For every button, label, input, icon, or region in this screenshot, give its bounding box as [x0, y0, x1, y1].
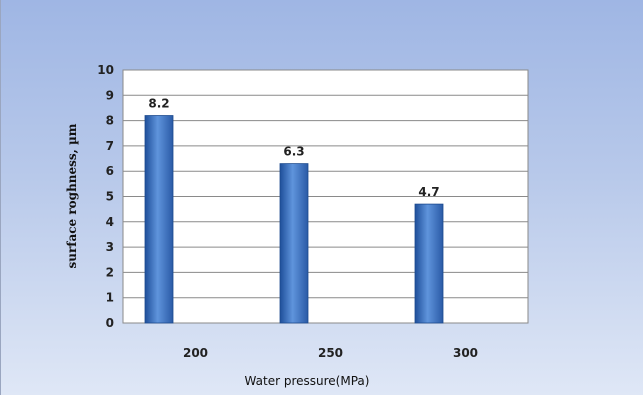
x-tick-labels: 200 250 300	[183, 346, 478, 360]
y-tick-label: 3	[106, 240, 114, 254]
x-axis-title: Water pressure(MPa)	[245, 374, 370, 388]
gridlines	[123, 69, 528, 299]
x-tick-label-250: 250	[318, 346, 343, 360]
y-tick-label: 2	[106, 265, 114, 279]
y-tick-label: 8	[106, 114, 114, 128]
x-tick-label-200: 200	[183, 346, 208, 360]
y-axis-title: surface roghness, µm	[65, 123, 79, 268]
y-tick-label: 10	[97, 63, 114, 77]
data-label-200: 8.2	[148, 97, 169, 111]
bar-200	[144, 115, 174, 324]
y-tick-label: 0	[106, 316, 114, 330]
y-tick-label: 9	[106, 88, 114, 102]
x-tick-label-300: 300	[453, 346, 478, 360]
data-label-300: 4.7	[418, 185, 439, 199]
y-tick-label: 4	[106, 215, 114, 229]
y-tick-label: 7	[106, 139, 114, 153]
y-tick-label: 5	[106, 190, 114, 204]
data-labels: 8.2 6.3 4.7	[148, 97, 439, 200]
data-label-250: 6.3	[283, 145, 304, 159]
y-tick-labels: 0 1 2 3 4 5 6 7 8 9 10	[97, 63, 114, 330]
bars	[144, 115, 444, 324]
bar-250	[279, 163, 309, 324]
bar-300	[414, 203, 444, 324]
y-tick-label: 6	[106, 164, 114, 178]
y-tick-label: 1	[106, 291, 114, 305]
